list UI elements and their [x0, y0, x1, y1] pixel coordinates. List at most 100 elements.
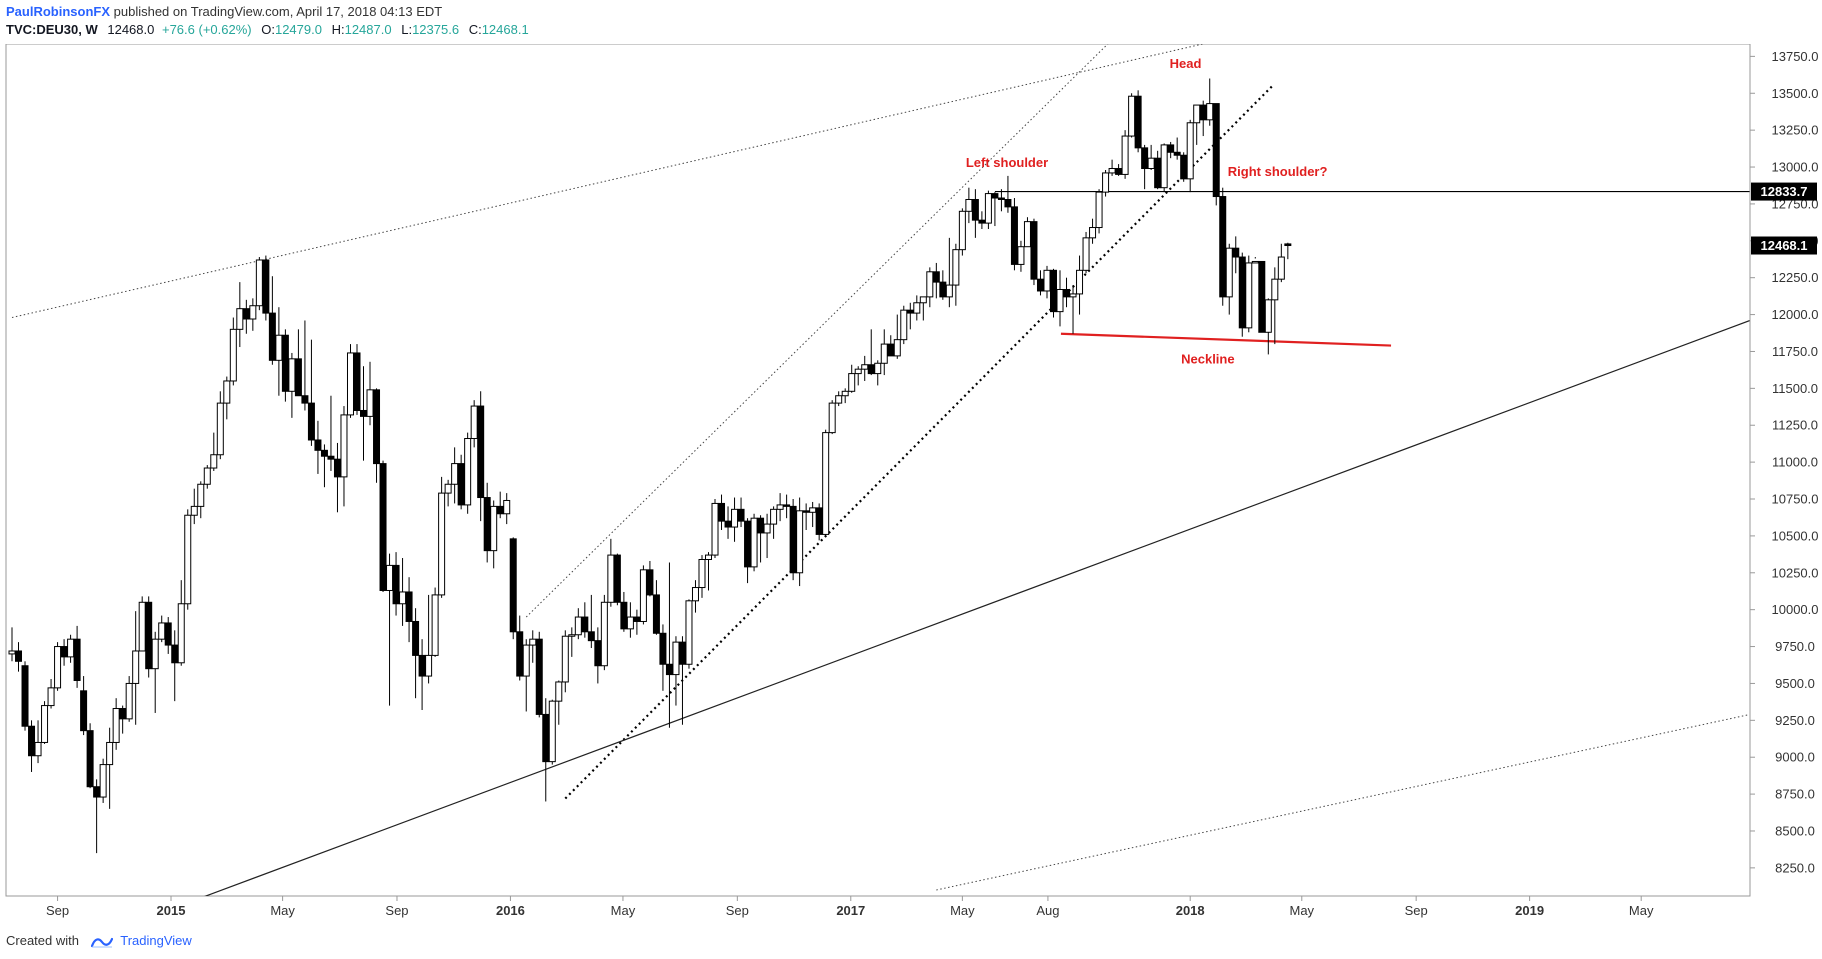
candle[interactable]: [1193, 104, 1201, 145]
candle[interactable]: [1128, 93, 1136, 138]
candle[interactable]: [151, 631, 159, 713]
candle[interactable]: [470, 400, 478, 448]
candle[interactable]: [919, 296, 927, 321]
trendline-outer-upper-dotted[interactable]: [11, 44, 1245, 319]
candle[interactable]: [854, 366, 862, 386]
candle[interactable]: [229, 317, 237, 386]
candle[interactable]: [145, 596, 153, 678]
candle[interactable]: [776, 493, 784, 522]
candle[interactable]: [737, 497, 745, 528]
candle[interactable]: [574, 608, 582, 640]
candle[interactable]: [535, 631, 543, 718]
candle[interactable]: [958, 208, 966, 256]
candle[interactable]: [483, 482, 491, 563]
candle[interactable]: [880, 329, 888, 376]
candle[interactable]: [587, 594, 595, 649]
candle[interactable]: [1160, 143, 1168, 193]
candle[interactable]: [177, 580, 185, 666]
candle[interactable]: [158, 615, 166, 643]
candle[interactable]: [333, 442, 341, 513]
candle[interactable]: [1212, 103, 1220, 206]
candle[interactable]: [659, 624, 667, 691]
candle[interactable]: [1180, 152, 1188, 182]
candle[interactable]: [164, 617, 172, 654]
candle[interactable]: [125, 676, 133, 722]
candle[interactable]: [281, 329, 289, 402]
candle[interactable]: [835, 391, 843, 407]
candle[interactable]: [405, 577, 413, 643]
candle[interactable]: [1043, 265, 1051, 299]
candle[interactable]: [672, 636, 680, 706]
candle[interactable]: [744, 518, 752, 584]
candle[interactable]: [353, 344, 361, 415]
candle[interactable]: [1251, 257, 1259, 264]
candle[interactable]: [1063, 277, 1071, 308]
candle[interactable]: [809, 501, 817, 528]
candle[interactable]: [242, 299, 250, 334]
candle[interactable]: [457, 454, 465, 510]
candle[interactable]: [685, 599, 693, 669]
candle[interactable]: [1284, 242, 1292, 260]
candle[interactable]: [1206, 78, 1214, 126]
candle[interactable]: [425, 594, 433, 684]
candle[interactable]: [529, 630, 537, 663]
candle[interactable]: [34, 720, 42, 764]
candle[interactable]: [705, 552, 713, 591]
candle[interactable]: [509, 537, 517, 640]
candle[interactable]: [952, 243, 960, 306]
trendline-outer-lower-dotted[interactable]: [936, 713, 1750, 891]
candle[interactable]: [542, 698, 550, 802]
candle[interactable]: [1108, 159, 1116, 176]
candle[interactable]: [1245, 255, 1253, 333]
candle[interactable]: [639, 565, 647, 625]
candle[interactable]: [21, 661, 29, 731]
candle[interactable]: [477, 391, 485, 522]
candle[interactable]: [555, 680, 563, 725]
candle[interactable]: [984, 190, 992, 230]
candle[interactable]: [750, 513, 758, 572]
candle[interactable]: [893, 314, 901, 359]
candle[interactable]: [887, 335, 895, 357]
candle[interactable]: [262, 255, 270, 321]
candle[interactable]: [867, 329, 875, 376]
candle[interactable]: [327, 395, 335, 471]
candle[interactable]: [314, 420, 322, 474]
candle[interactable]: [132, 611, 140, 725]
candle[interactable]: [73, 625, 81, 688]
candle[interactable]: [197, 481, 205, 519]
candle[interactable]: [1147, 144, 1155, 170]
candle[interactable]: [15, 642, 23, 672]
candle[interactable]: [1277, 243, 1285, 283]
candle[interactable]: [965, 187, 973, 224]
candle[interactable]: [1258, 260, 1266, 333]
candle[interactable]: [294, 329, 302, 397]
candle[interactable]: [568, 627, 576, 657]
candle[interactable]: [770, 506, 778, 539]
candle[interactable]: [626, 602, 634, 638]
candle[interactable]: [731, 497, 739, 542]
candlestick-chart[interactable]: Left shoulder Head Right shoulder? Neckline…: [0, 44, 1822, 920]
candle[interactable]: [216, 391, 224, 460]
candle[interactable]: [926, 267, 934, 308]
candle[interactable]: [913, 295, 921, 321]
candle[interactable]: [28, 720, 36, 772]
candle[interactable]: [340, 406, 348, 507]
candle[interactable]: [496, 491, 504, 519]
candle[interactable]: [93, 779, 101, 854]
candle[interactable]: [386, 553, 394, 706]
candle[interactable]: [1017, 240, 1025, 272]
candle[interactable]: [633, 609, 641, 635]
candle[interactable]: [1167, 141, 1175, 159]
candle[interactable]: [1232, 236, 1240, 274]
candle[interactable]: [431, 587, 439, 657]
candle[interactable]: [1173, 137, 1181, 160]
candle[interactable]: [373, 388, 381, 483]
author-link[interactable]: PaulRobinsonFX: [6, 4, 110, 19]
candle[interactable]: [60, 639, 68, 666]
candle[interactable]: [763, 513, 771, 559]
candle[interactable]: [190, 488, 198, 525]
candle[interactable]: [516, 615, 524, 681]
candle[interactable]: [1271, 267, 1279, 345]
candle[interactable]: [249, 298, 257, 331]
candle[interactable]: [1082, 231, 1090, 274]
